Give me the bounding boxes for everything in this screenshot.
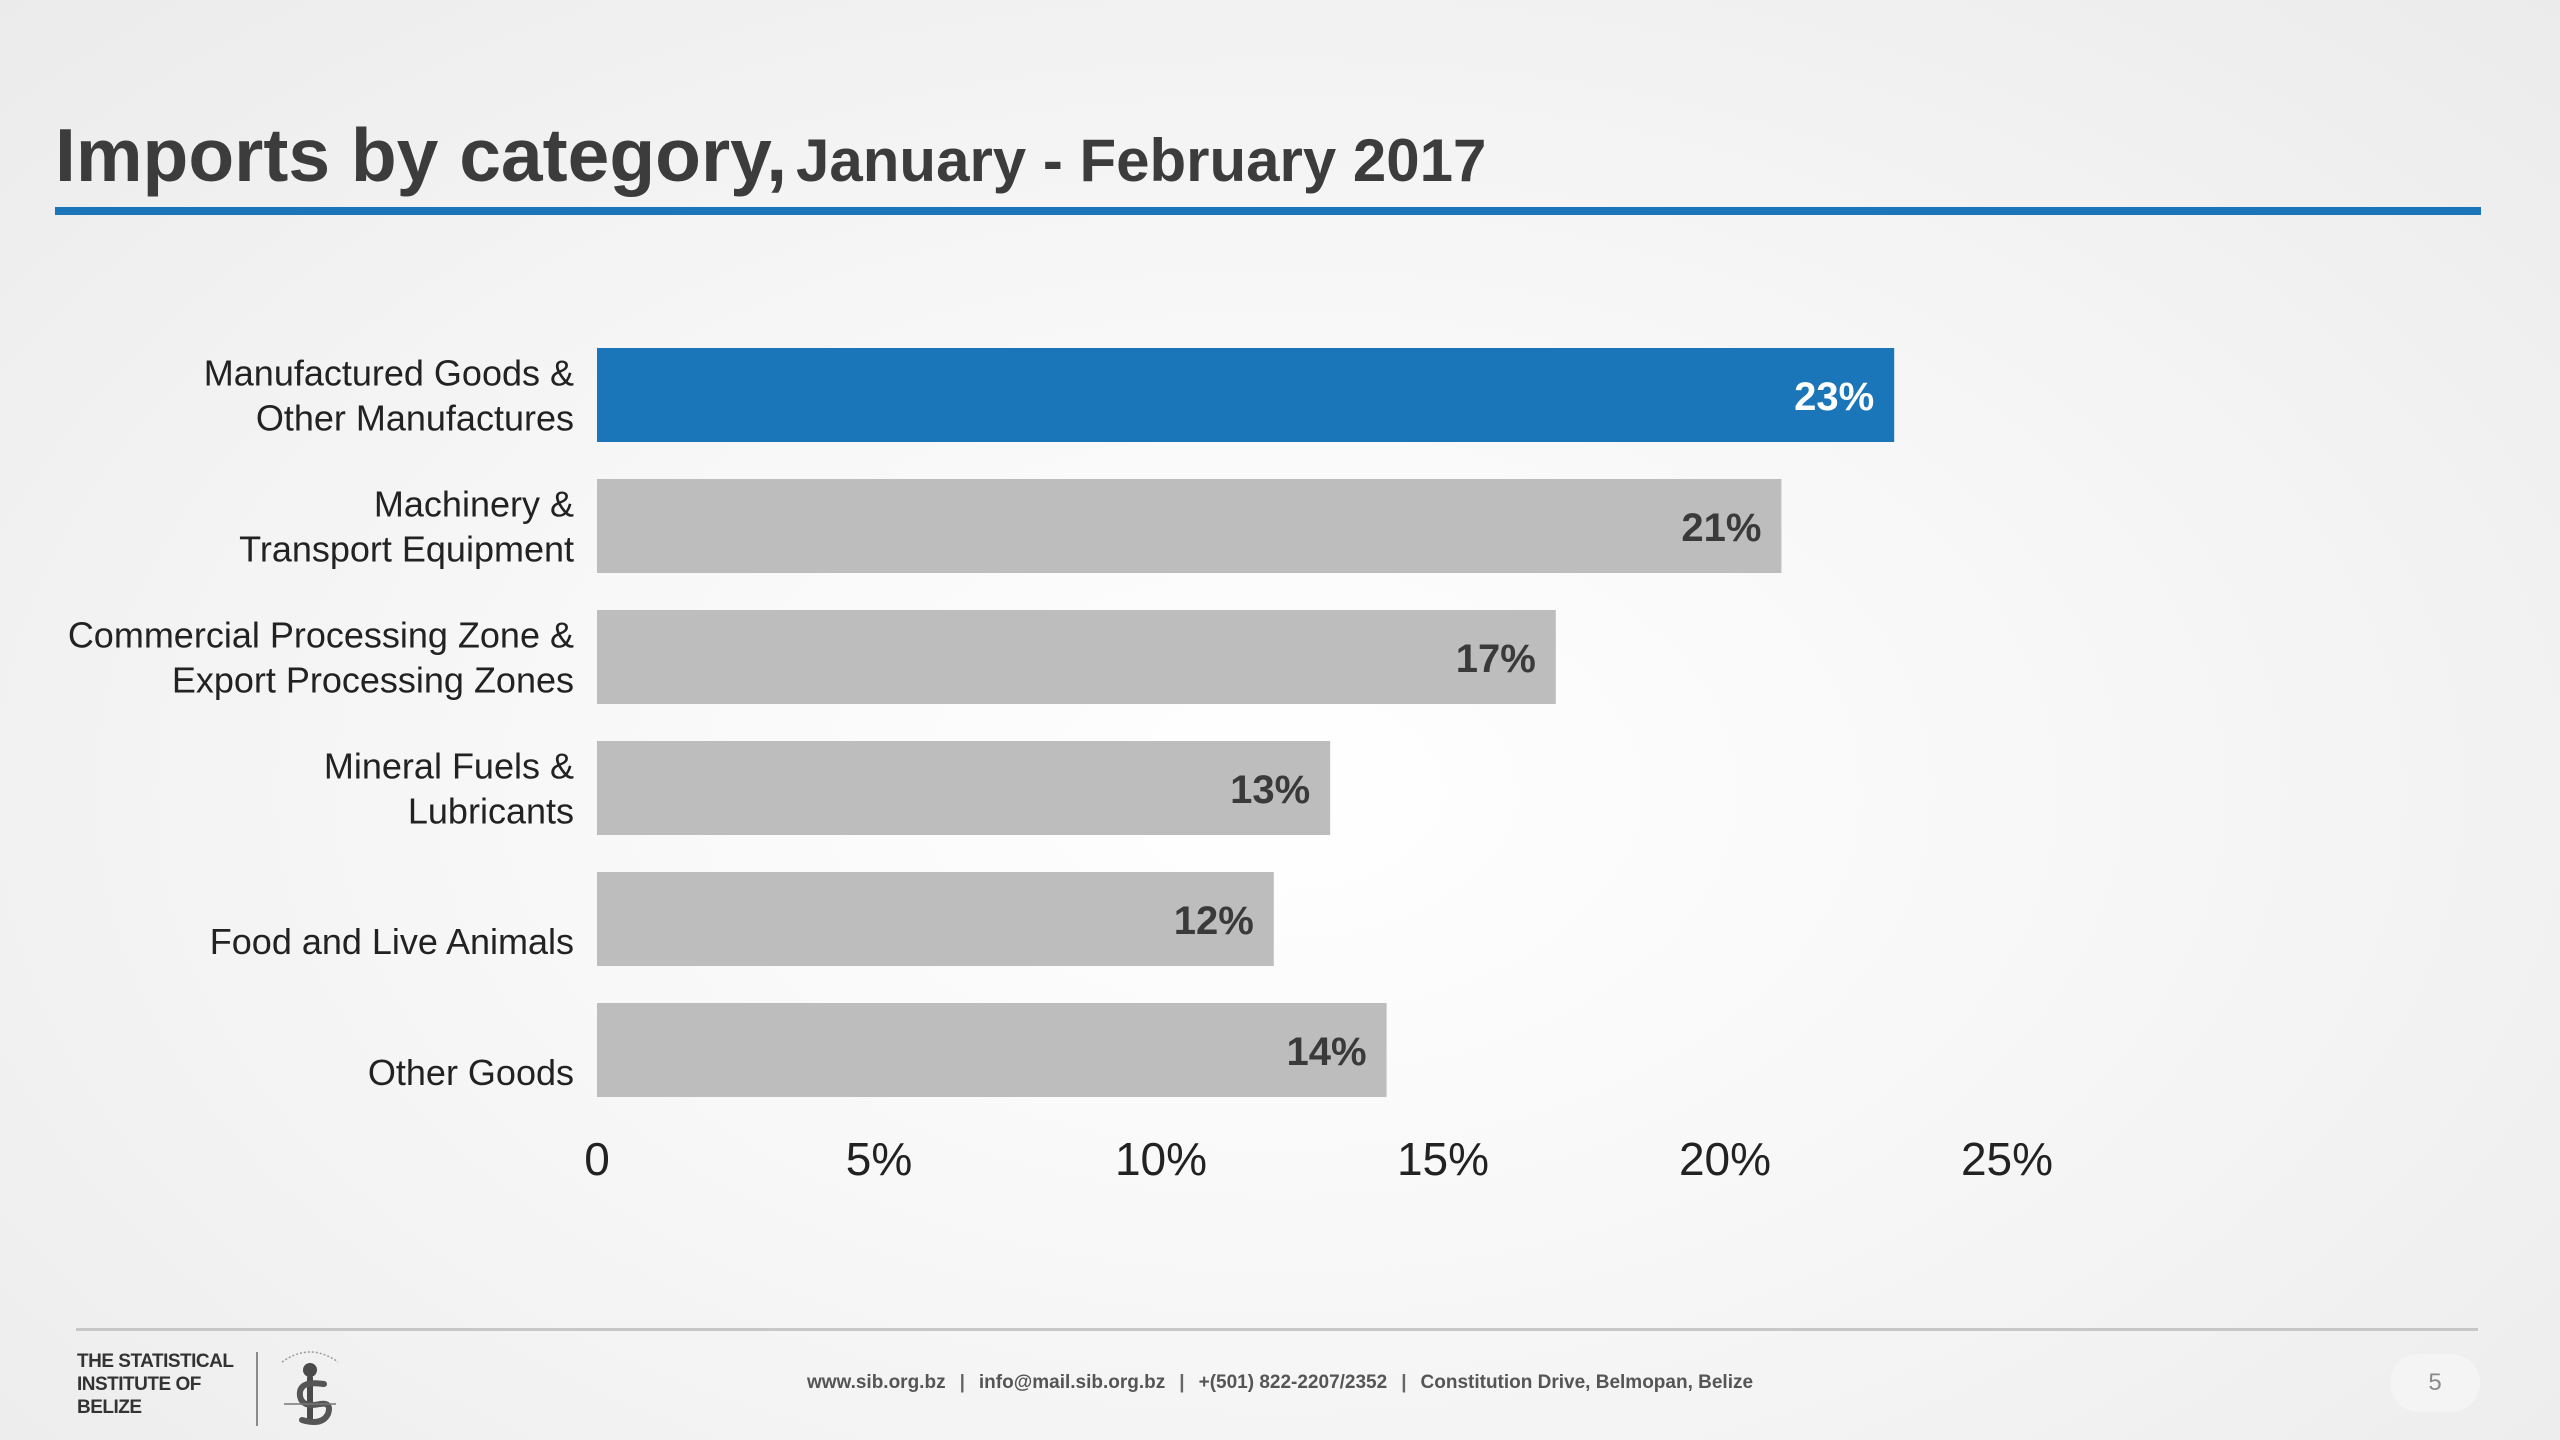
bar <box>597 610 1556 704</box>
bar <box>597 872 1274 966</box>
x-tick-label: 20% <box>1679 1133 1771 1185</box>
title-underline <box>55 207 2481 215</box>
x-tick-label: 5% <box>846 1133 912 1185</box>
title-main: Imports by category, <box>55 113 788 197</box>
title-period: January - February 2017 <box>796 127 1487 194</box>
bar-value-label: 23% <box>1794 375 1874 419</box>
bar <box>597 741 1331 835</box>
bar <box>597 348 1895 442</box>
email-link[interactable]: info@mail.sib.org.bz <box>978 1372 1166 1393</box>
footer-divider <box>76 1328 2478 1331</box>
bars-layer <box>597 348 1895 1097</box>
contact-separator: | <box>959 1372 965 1393</box>
contact-info: www.sib.org.bz | info@mail.sib.org.bz | +(50… <box>0 1372 2560 1394</box>
category-label: Other Goods <box>368 1052 574 1093</box>
contact-separator: | <box>1179 1372 1185 1393</box>
category-label: Manufactured Goods & <box>204 353 574 394</box>
address: Constitution Drive, Belmopan, Belize <box>1420 1372 1754 1393</box>
bar-value-label: 17% <box>1456 637 1536 681</box>
category-label: Export Processing Zones <box>172 660 574 701</box>
contact-separator: | <box>1401 1372 1407 1393</box>
slide-title: Imports by category, January - February … <box>55 112 1486 198</box>
page-number: 5 <box>2390 1354 2480 1412</box>
bar-value-label: 14% <box>1287 1030 1367 1074</box>
logo-divider <box>256 1352 258 1426</box>
bar-value-label: 21% <box>1681 506 1761 550</box>
phone-number: +(501) 822-2207/2352 <box>1198 1372 1388 1393</box>
x-tick-label: 10% <box>1115 1133 1207 1185</box>
bar-value-label: 12% <box>1174 899 1254 943</box>
x-tick-label: 15% <box>1397 1133 1489 1185</box>
org-name: THE STATISTICAL INSTITUTE OF BELIZE <box>77 1351 234 1418</box>
x-axis-ticks: 0 5% 10% 15% 20% 25% <box>584 1133 2053 1185</box>
x-tick-label: 25% <box>1961 1133 2053 1185</box>
bar-value-label: 13% <box>1230 768 1310 812</box>
value-labels-layer: 23% 21% 17% 13% 12% 14% <box>1174 375 1874 1074</box>
website-link[interactable]: www.sib.org.bz <box>806 1372 946 1393</box>
bar <box>597 479 1782 573</box>
bar <box>597 1003 1387 1097</box>
category-label: Food and Live Animals <box>210 921 574 962</box>
category-label: Transport Equipment <box>239 529 574 570</box>
category-labels-layer: Manufactured Goods &Other Manufactures Ma… <box>68 353 574 1094</box>
sib-logo-icon <box>281 1351 339 1425</box>
x-tick-label: 0 <box>584 1133 610 1185</box>
category-label: Commercial Processing Zone & <box>68 615 574 656</box>
category-label: Machinery & <box>374 484 574 525</box>
category-label: Other Manufactures <box>256 398 574 439</box>
category-label: Mineral Fuels & <box>324 746 574 787</box>
category-label: Lubricants <box>408 791 574 832</box>
